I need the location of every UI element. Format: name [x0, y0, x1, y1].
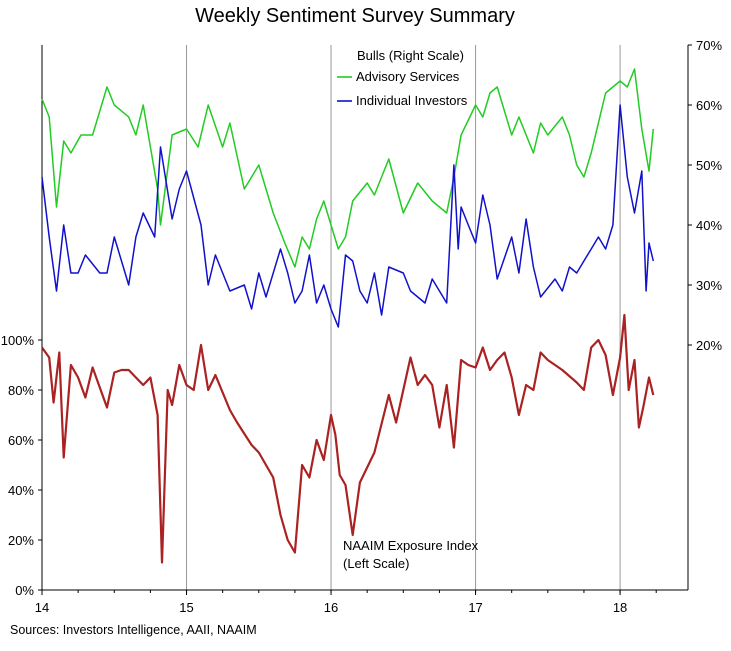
naaim-note-line-1: NAAIM Exposure Index [343, 538, 479, 553]
naaim-note: NAAIM Exposure Index (Left Scale) [343, 538, 479, 571]
x-tick-label-14: 14 [35, 600, 49, 615]
x-tick-label-16: 16 [324, 600, 338, 615]
left-tick-label: 100% [1, 333, 35, 348]
left-tick-label: 40% [8, 483, 34, 498]
series-line-individual-investors [41, 104, 655, 328]
legend-entry-individual: Individual Investors [356, 93, 468, 108]
right-tick-label: 20% [696, 338, 722, 353]
right-tick-label: 30% [696, 278, 722, 293]
year-gridlines [186, 45, 621, 590]
right-tick-label: 60% [696, 98, 722, 113]
chart-title: Weekly Sentiment Survey Summary [195, 5, 515, 27]
series-line-naaim-exposure-index [41, 313, 655, 564]
left-tick-label: 80% [8, 383, 34, 398]
x-tick-label-15: 15 [179, 600, 193, 615]
tick-labels: 14 15 16 17 18 0% 20% 40% 60% 80% 100% 20% 30% 40% 50%… [1, 38, 723, 615]
legend-heading: Bulls (Right Scale) [357, 48, 464, 63]
left-tick-label: 60% [8, 433, 34, 448]
bulls-legend: Bulls (Right Scale) Advisory Services In… [337, 48, 468, 108]
chart-axes [38, 44, 692, 595]
series-lines [41, 68, 655, 564]
x-tick-label-18: 18 [613, 600, 627, 615]
legend-entry-advisory: Advisory Services [356, 69, 460, 84]
source-note: Sources: Investors Intelligence, AAII, N… [10, 623, 257, 637]
series-line-advisory-services [41, 68, 655, 268]
left-tick-label: 20% [8, 533, 34, 548]
naaim-note-line-2: (Left Scale) [343, 556, 409, 571]
right-tick-label: 70% [696, 38, 722, 53]
right-tick-label: 50% [696, 158, 722, 173]
right-tick-label: 40% [696, 218, 722, 233]
left-tick-label: 0% [15, 583, 34, 598]
x-tick-label-17: 17 [468, 600, 482, 615]
